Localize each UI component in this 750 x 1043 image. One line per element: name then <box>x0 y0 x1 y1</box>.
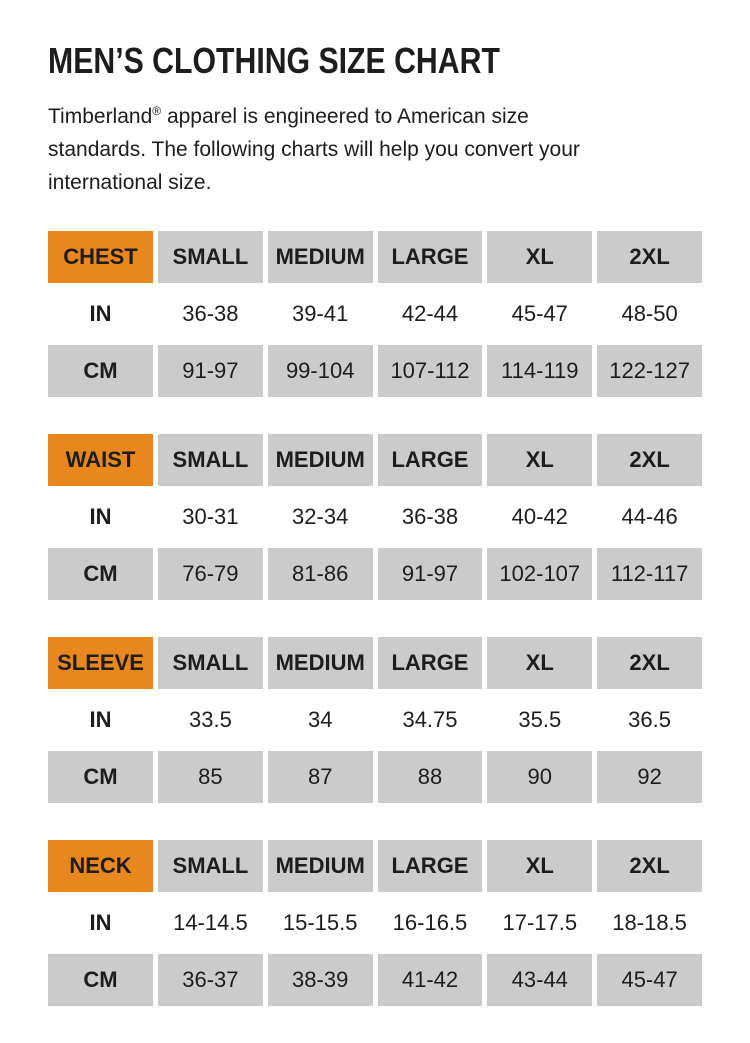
value-cell: 91-97 <box>158 345 263 397</box>
value-cell: 18-18.5 <box>612 910 687 935</box>
intro-line-1: Timberland® apparel is engineered to Ame… <box>48 100 702 133</box>
unit-cell: IN <box>89 301 112 326</box>
value-cell: 99-104 <box>267 345 373 397</box>
value-cell: 34 <box>307 707 333 732</box>
value-cell: 85 <box>158 751 263 803</box>
size-header-cell: MEDIUM <box>267 231 373 283</box>
value-cell: 36-38 <box>401 504 459 529</box>
value-cell: 87 <box>267 751 373 803</box>
value-cell: 44-46 <box>621 504 678 529</box>
size-header-cell: LARGE <box>377 840 483 892</box>
unit-cell: IN <box>89 707 112 732</box>
value-cell: 36-38 <box>182 301 239 326</box>
size-table-neck: NECK SMALL MEDIUM LARGE XL 2XL IN 14-14.… <box>48 840 702 1006</box>
size-header-cell: XL <box>487 637 593 689</box>
size-header-cell: SMALL <box>158 840 263 892</box>
page-title: MEN’S CLOTHING SIZE CHART <box>48 40 500 81</box>
value-cell: 14-14.5 <box>173 910 248 935</box>
value-cell: 36.5 <box>628 707 671 732</box>
size-header-cell: XL <box>487 231 593 283</box>
unit-cell: CM <box>48 751 153 803</box>
size-table-sleeve: SLEEVE SMALL MEDIUM LARGE XL 2XL IN 33.5… <box>48 637 702 803</box>
value-cell: 45-47 <box>511 301 568 326</box>
size-header-cell: SMALL <box>158 434 263 486</box>
value-cell: 102-107 <box>487 548 593 600</box>
table-label-cell: WAIST <box>48 434 153 486</box>
size-header-cell: LARGE <box>377 231 483 283</box>
size-header-cell: MEDIUM <box>267 637 373 689</box>
value-cell: 17-17.5 <box>502 910 578 935</box>
value-cell: 91-97 <box>377 548 483 600</box>
value-cell: 112-117 <box>597 548 702 600</box>
value-cell: 40-42 <box>511 504 568 529</box>
intro-line-3: international size. <box>48 171 212 194</box>
table-label-cell: SLEEVE <box>48 637 153 689</box>
value-cell: 30-31 <box>182 504 239 529</box>
unit-cell: CM <box>48 345 153 397</box>
size-header-cell: 2XL <box>597 637 702 689</box>
size-header-cell: XL <box>487 840 593 892</box>
size-header-cell: LARGE <box>377 637 483 689</box>
value-cell: 122-127 <box>597 345 702 397</box>
value-cell: 32-34 <box>292 504 349 529</box>
value-cell: 43-44 <box>487 954 593 1006</box>
value-cell: 90 <box>487 751 593 803</box>
intro-line-1-rest: apparel is engineered to American size <box>161 105 529 128</box>
value-cell: 35.5 <box>518 707 562 732</box>
value-cell: 41-42 <box>377 954 483 1006</box>
unit-cell: IN <box>89 910 112 935</box>
table-label-cell: CHEST <box>48 231 153 283</box>
value-cell: 15-15.5 <box>282 910 358 935</box>
value-cell: 36-37 <box>158 954 263 1006</box>
size-header-cell: SMALL <box>158 231 263 283</box>
value-cell: 81-86 <box>267 548 373 600</box>
value-cell: 48-50 <box>621 301 678 326</box>
size-table-waist: WAIST SMALL MEDIUM LARGE XL 2XL IN 30-31… <box>48 434 702 600</box>
table-label-cell: NECK <box>48 840 153 892</box>
size-header-cell: MEDIUM <box>267 434 373 486</box>
brand-name: Timberland <box>48 105 153 128</box>
value-cell: 38-39 <box>267 954 373 1006</box>
value-cell: 88 <box>377 751 483 803</box>
intro-line-2: standards. The following charts will hel… <box>48 138 580 161</box>
value-cell: 42-44 <box>401 301 459 326</box>
unit-cell: CM <box>48 954 153 1006</box>
value-cell: 45-47 <box>597 954 702 1006</box>
size-header-cell: 2XL <box>597 434 702 486</box>
intro-paragraph: Timberland® apparel is engineered to Ame… <box>48 100 702 199</box>
size-header-cell: 2XL <box>597 840 702 892</box>
value-cell: 114-119 <box>487 345 593 397</box>
value-cell: 76-79 <box>158 548 263 600</box>
size-header-cell: XL <box>487 434 593 486</box>
value-cell: 34.75 <box>402 707 458 732</box>
value-cell: 107-112 <box>377 345 483 397</box>
size-header-cell: MEDIUM <box>267 840 373 892</box>
unit-cell: IN <box>89 504 112 529</box>
size-header-cell: 2XL <box>597 231 702 283</box>
size-header-cell: LARGE <box>377 434 483 486</box>
value-cell: 92 <box>597 751 702 803</box>
value-cell: 33.5 <box>188 707 232 732</box>
size-header-cell: SMALL <box>158 637 263 689</box>
unit-cell: CM <box>48 548 153 600</box>
value-cell: 39-41 <box>292 301 349 326</box>
value-cell: 16-16.5 <box>392 910 468 935</box>
registered-trademark-symbol: ® <box>152 104 162 118</box>
size-table-chest: CHEST SMALL MEDIUM LARGE XL 2XL IN 36-38… <box>48 231 702 397</box>
